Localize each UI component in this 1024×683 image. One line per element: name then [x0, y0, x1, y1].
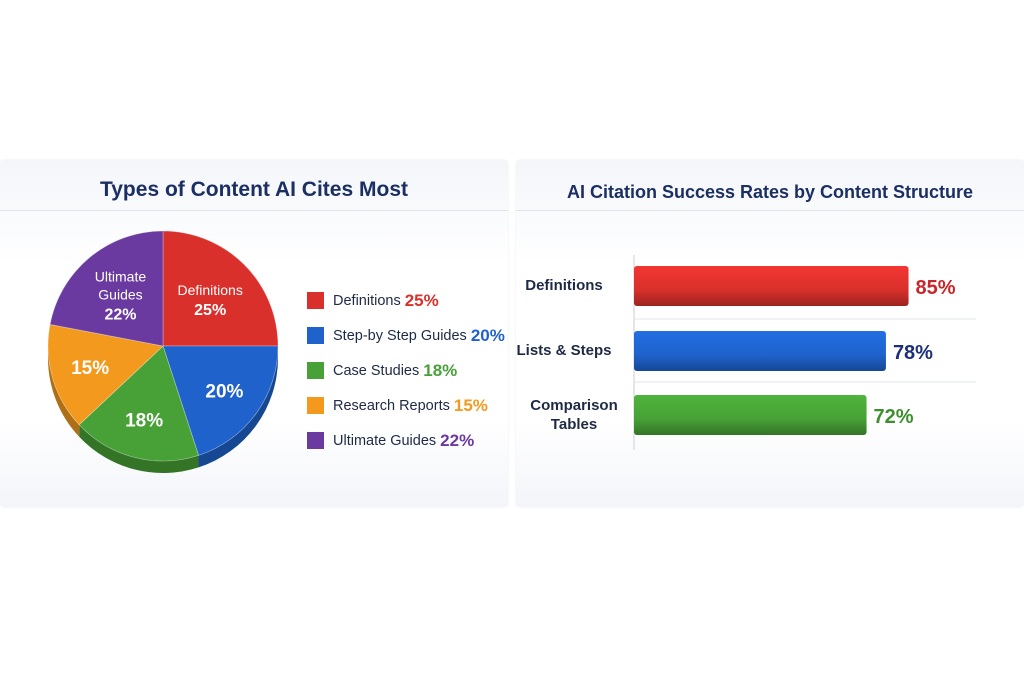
pie-slice-label-definitions: Definitions 25% [177, 282, 242, 319]
legend-label: Research Reports [333, 397, 450, 414]
title-divider [0, 210, 508, 211]
bar-chart: 85% 78% 72% [633, 255, 976, 450]
legend-item-case-studies: Case Studies 18% [307, 353, 505, 388]
pie-slice-step-by-step-guides [162, 345, 279, 456]
legend-value: 22% [440, 430, 475, 450]
bar-lists-steps [634, 331, 886, 371]
legend-value: 20% [470, 325, 505, 345]
legend-label: Ultimate Guides [333, 432, 437, 449]
legend-value: 18% [423, 360, 458, 380]
pie-slice-side-case-studies [79, 424, 199, 473]
pie-slice-label-step-by-step-guides: 20% [205, 382, 243, 403]
bar-chart-title: AI Citation Success Rates by Content Str… [566, 182, 974, 202]
bar-category-comparison-tables: Comparison Tables [530, 397, 618, 433]
legend-swatch [307, 327, 324, 344]
bar-category-definitions: Definitions [525, 277, 603, 294]
legend-item-definitions: Definitions 25% [307, 283, 505, 318]
pie-slice-case-studies [78, 345, 200, 462]
pie-slice-side-step-by-step-guides [198, 346, 278, 468]
bar-comparison-tables [634, 395, 867, 435]
pie-slice-research-reports [47, 323, 164, 426]
bar-chart-panel: AI Citation Success Rates by Content Str… [516, 160, 1024, 507]
legend-swatch [307, 397, 324, 414]
bar-category-lists-steps: Lists & Steps [516, 342, 612, 359]
legend-swatch [307, 362, 324, 379]
legend-label: Case Studies [333, 362, 420, 379]
legend-swatch [307, 432, 324, 449]
legend-label: Step-by Step Guides [333, 327, 467, 344]
pie-slice-label-ultimate-guides: Ultimate Guides 22% [95, 269, 147, 324]
pie-chart-title: Types of Content AI Cites Most [99, 178, 408, 201]
bar-value-label-definitions: 85% [916, 277, 956, 299]
pie-slice-side-research-reports [48, 346, 80, 437]
bar-value-label-lists-steps: 78% [893, 342, 933, 364]
legend-item-research-reports: Research Reports 15% [307, 388, 505, 423]
pie-slice-label-research-reports: 15% [71, 358, 109, 379]
pie-legend: Definitions 25% Step-by Step Guides 20% Case… [307, 283, 505, 458]
pie-slice-label-case-studies: 18% [125, 411, 163, 432]
bar-value-label-comparison-tables: 72% [874, 406, 914, 428]
title-divider [516, 210, 1024, 211]
legend-label: Definitions [333, 292, 401, 309]
legend-swatch [307, 292, 324, 309]
legend-item-ultimate-guides: Ultimate Guides 22% [307, 423, 505, 458]
pie-slice-ultimate-guides [49, 230, 164, 347]
legend-item-step-by-step-guides: Step-by Step Guides 20% [307, 318, 505, 353]
pie-chart-panel: Types of Content AI Cites Most Definitio… [0, 160, 508, 507]
pie-chart: Definitions 25% 20% 18% 15% Ultimate Guides 22% [47, 230, 279, 473]
pie-slice-definitions [162, 230, 279, 347]
legend-value: 25% [404, 290, 439, 310]
bar-definitions [634, 266, 909, 306]
legend-value: 15% [453, 395, 488, 415]
